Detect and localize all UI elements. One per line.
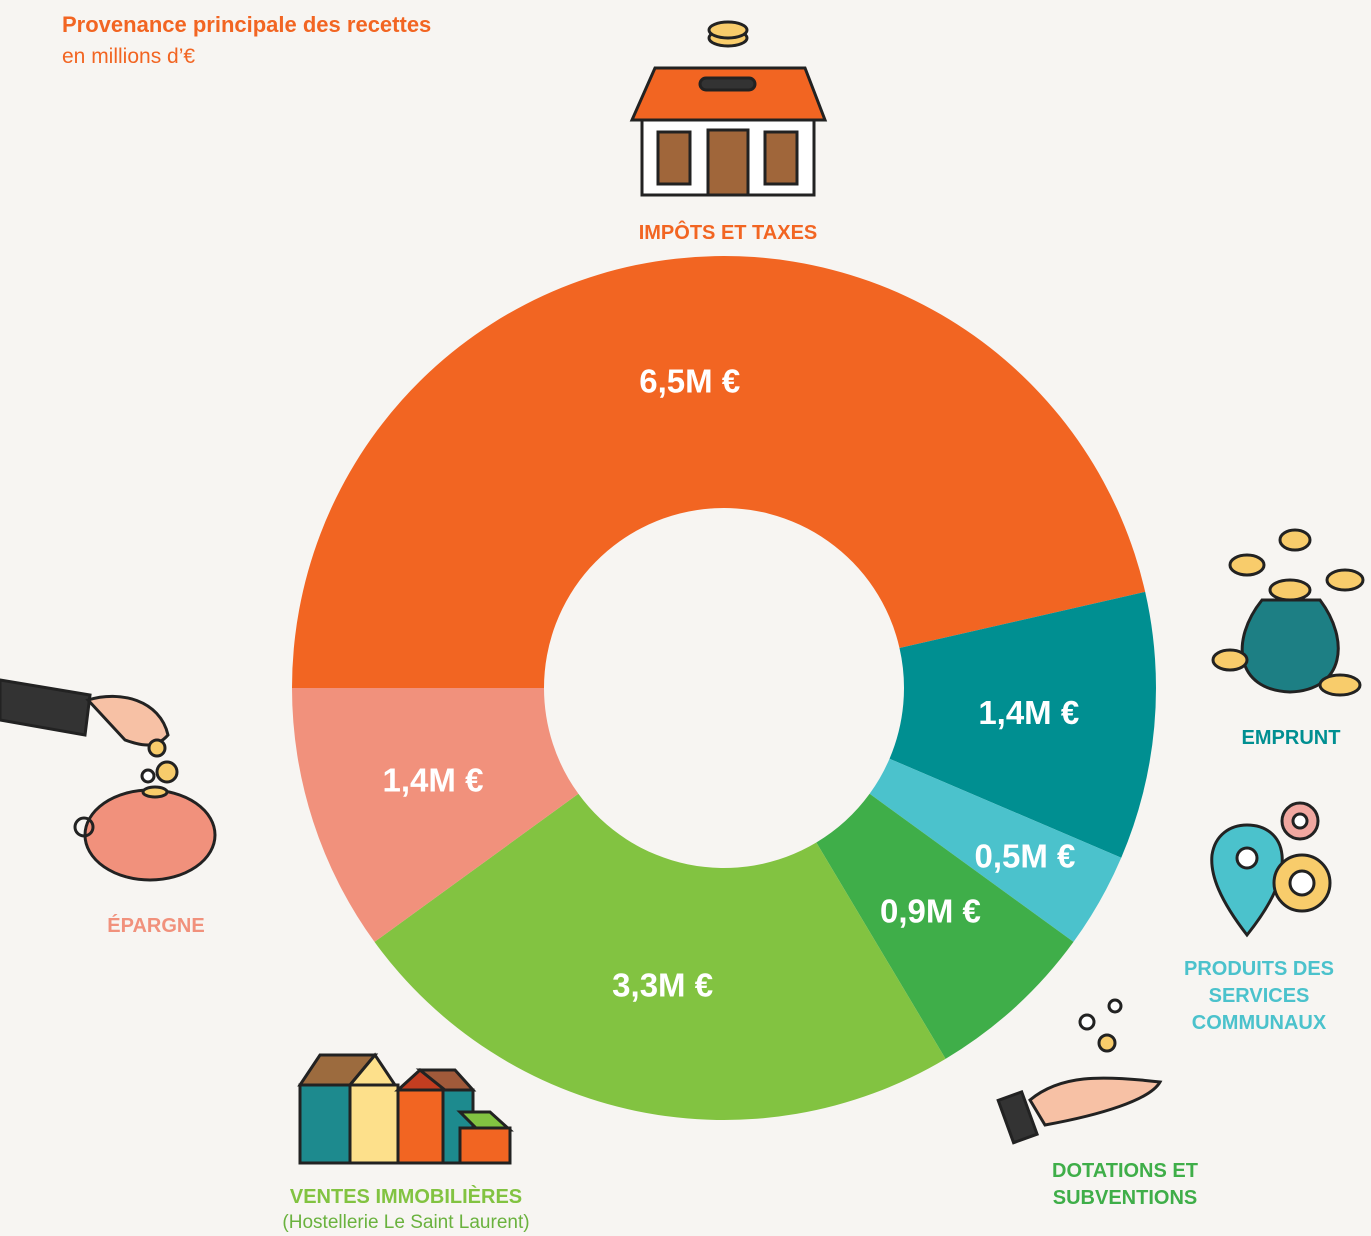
category-label: ÉPARGNE	[107, 915, 205, 937]
money-bag-icon	[1211, 528, 1365, 697]
category-note: (Hostellerie Le Saint Laurent)	[282, 1212, 530, 1233]
donut-slice	[889, 591, 1156, 858]
house-icon	[629, 20, 828, 197]
donut-slice	[292, 255, 1146, 688]
category-label: PRODUITS DES SERVICES COMMUNAUX	[1183, 958, 1335, 1034]
donut-slice	[869, 758, 1122, 942]
category-label: IMPÔTS ET TAXES	[638, 222, 818, 244]
value-label: 6,5M €	[639, 363, 740, 400]
value-label: 3,3M €	[612, 966, 713, 1003]
pin-icon	[1210, 801, 1332, 938]
value-label: 0,5M €	[974, 837, 1075, 874]
category-label: DOTATIONS ET SUBVENTIONS	[1052, 1160, 1198, 1209]
donut-slice	[292, 688, 579, 942]
buildings-icon	[297, 1052, 514, 1165]
donut-slice	[374, 793, 946, 1121]
value-label: 1,4M €	[383, 761, 484, 798]
category-label: VENTES IMMOBILIÈRES	[289, 1186, 523, 1208]
donut-slice	[816, 793, 1074, 1059]
piggy-icon	[0, 678, 217, 882]
chart-subtitle: en millions d’€	[62, 45, 196, 68]
category-label: EMPRUNT	[1241, 727, 1341, 749]
value-label: 1,4M €	[978, 694, 1079, 731]
value-label: 0,9M €	[880, 893, 981, 930]
hand-coins-icon	[996, 998, 1163, 1145]
chart-title: Provenance principale des recettes	[62, 12, 432, 37]
